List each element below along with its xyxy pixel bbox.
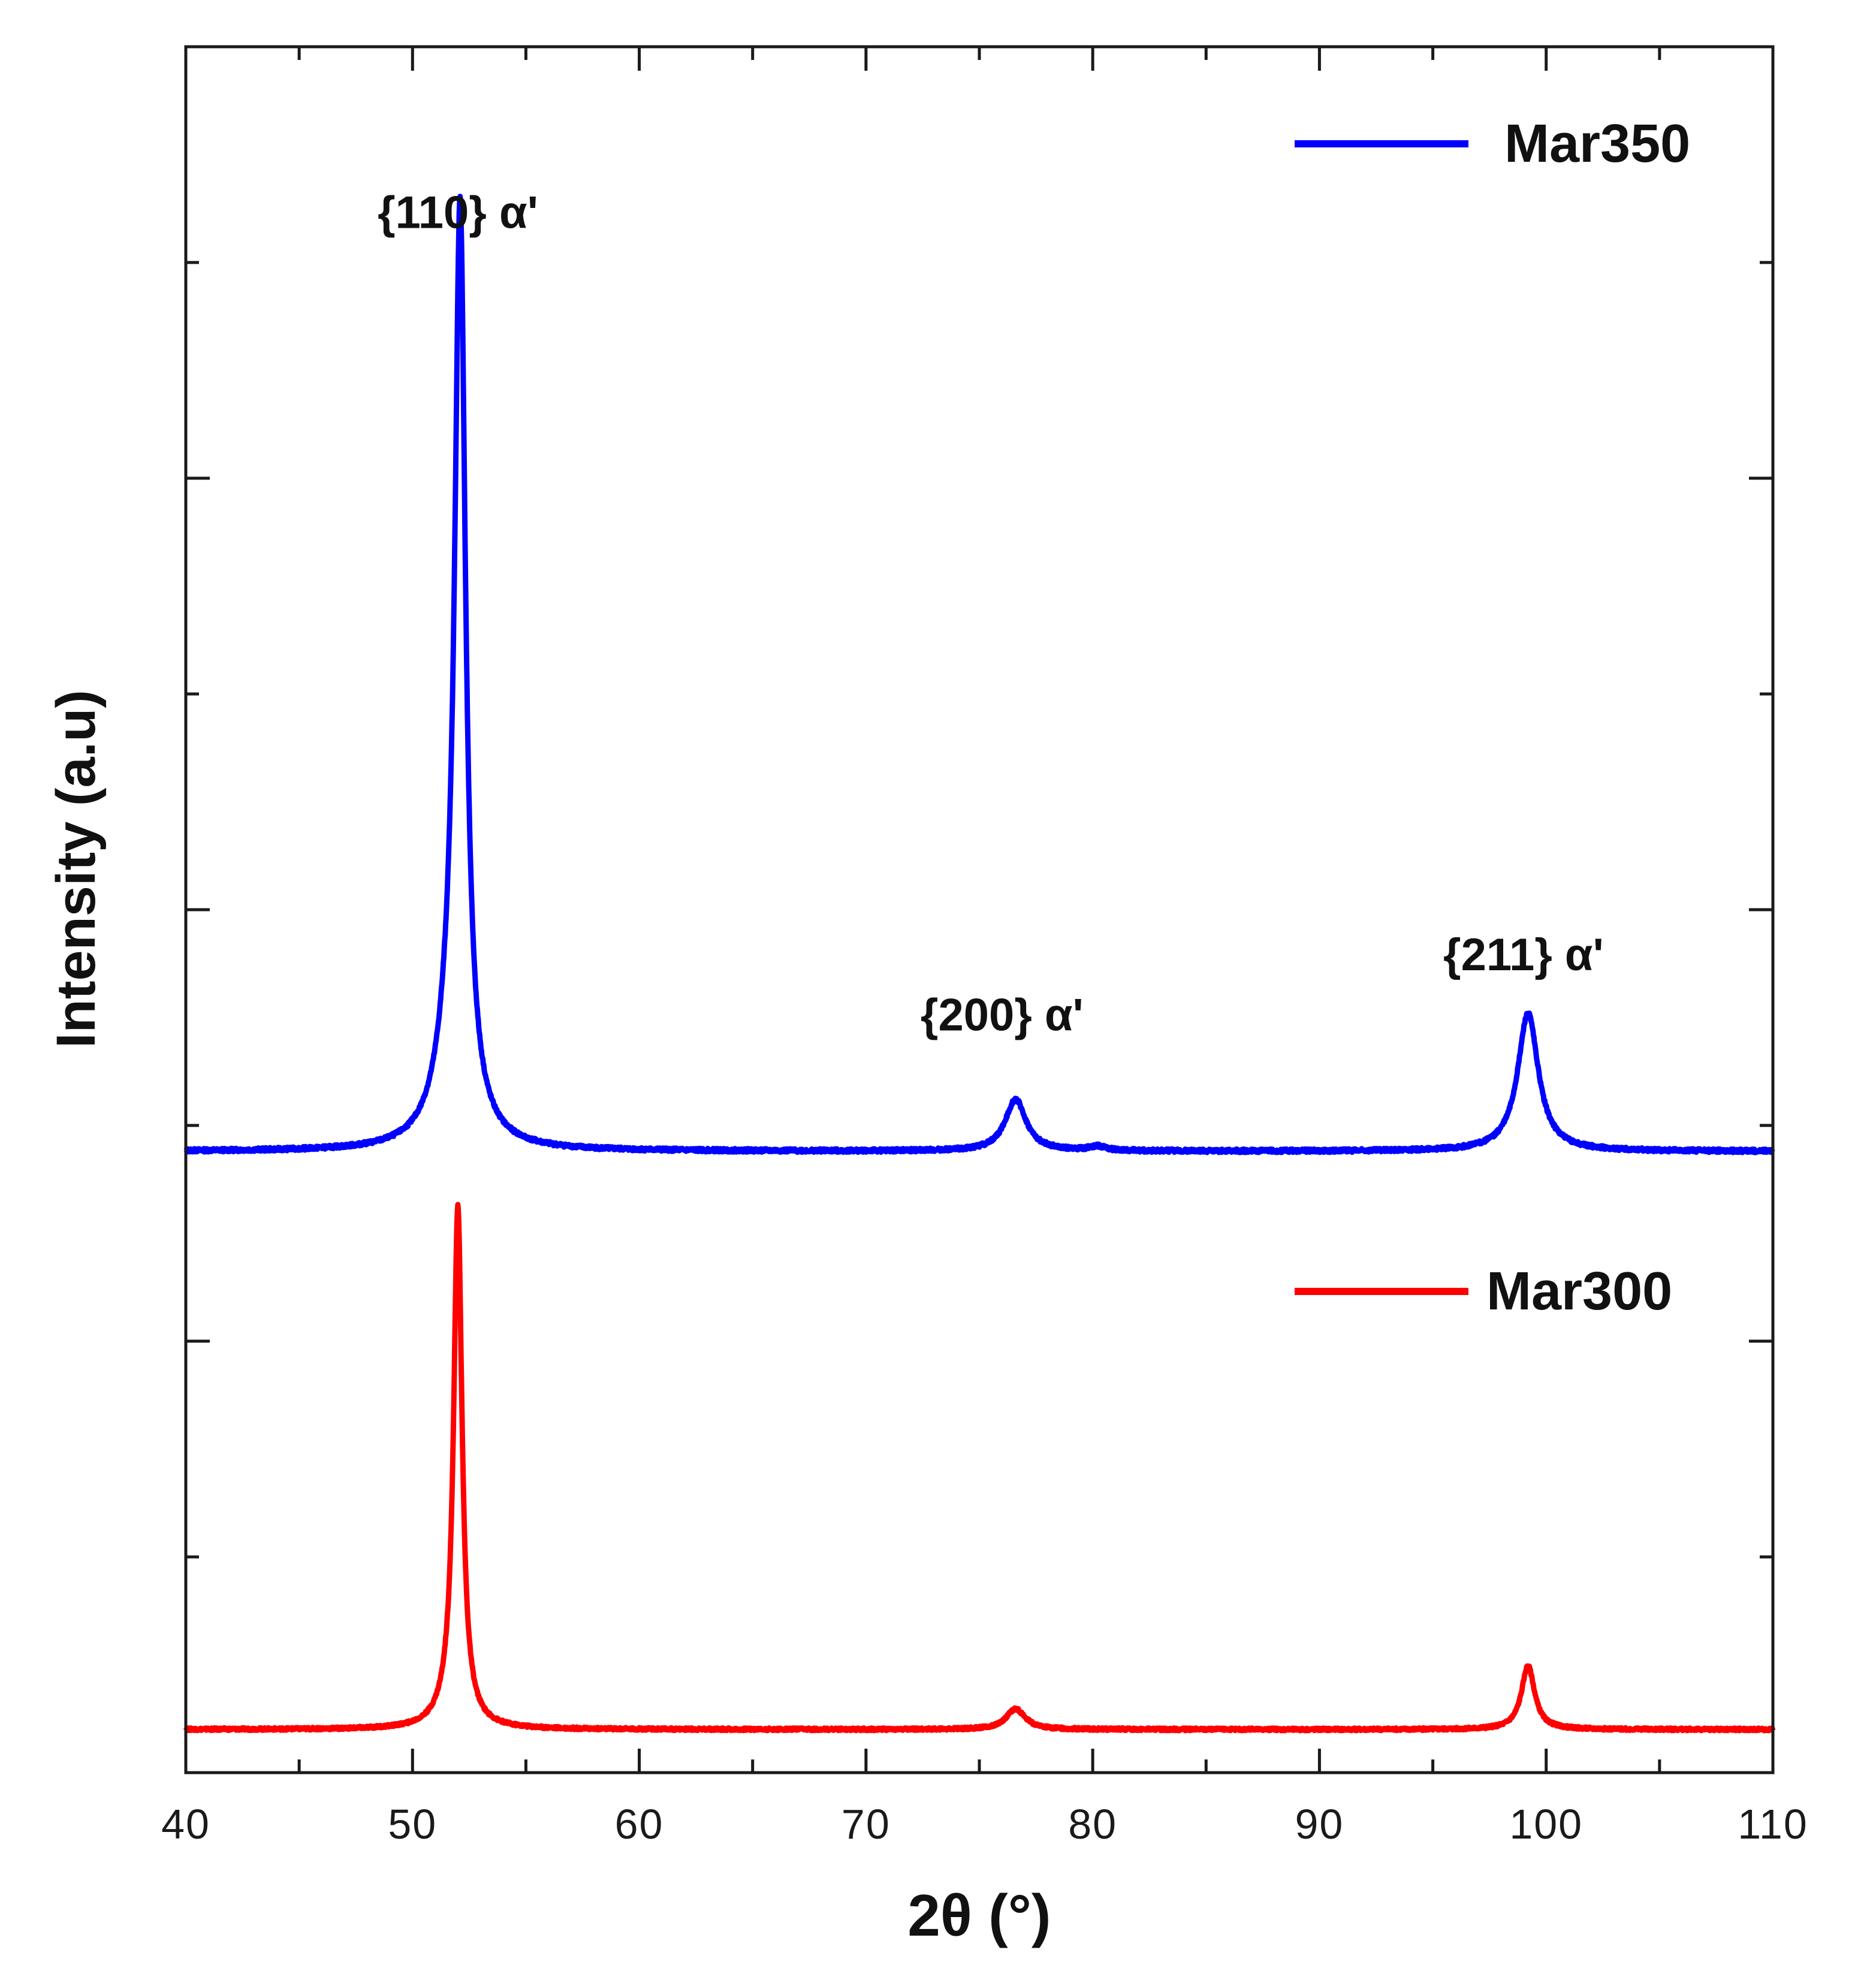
- legend-label-mar300: Mar300: [1486, 1261, 1672, 1321]
- series-line-mar300: [183, 1202, 1776, 1734]
- legend-label-mar350: Mar350: [1504, 114, 1690, 174]
- x-tick-label: 60: [615, 1801, 664, 1848]
- x-tick-label: 80: [1068, 1801, 1117, 1848]
- plot-frame: [184, 45, 1775, 1774]
- plot-marks: [183, 194, 1776, 1734]
- x-tick-label: 40: [161, 1801, 210, 1848]
- annotation-110: {110} α': [378, 187, 538, 238]
- x-tick-label: 110: [1738, 1801, 1808, 1848]
- annotation-211: {211} α': [1443, 929, 1604, 980]
- x-tick-label: 50: [388, 1801, 437, 1848]
- x-tick-label: 70: [842, 1801, 891, 1848]
- x-tick-label: 100: [1509, 1801, 1583, 1848]
- axis-ticks: [184, 47, 1775, 1773]
- annotation-200: {200} α': [921, 990, 1084, 1041]
- x-axis-title: 2θ (°): [907, 1882, 1051, 1948]
- y-axis-title: Intensity (a.u): [46, 690, 107, 1048]
- series-line-mar350: [183, 194, 1775, 1155]
- x-tick-label: 90: [1295, 1801, 1344, 1848]
- x-tick-labels: 40 50 60 70 80 90 100 110: [161, 1801, 1808, 1848]
